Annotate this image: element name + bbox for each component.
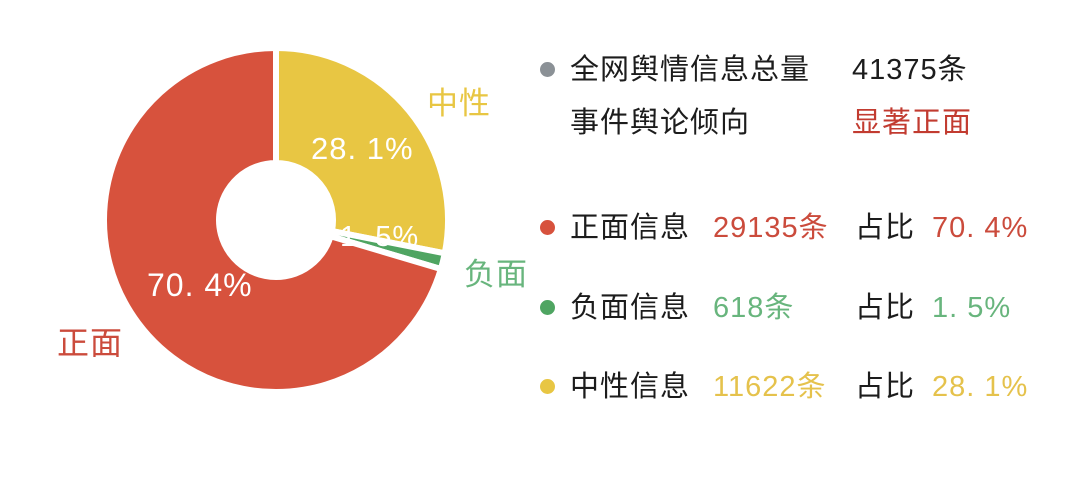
legend-dot-neutral	[540, 379, 555, 394]
stat-row-negative: 负面信息 618条 占比 1. 5%	[540, 290, 1080, 326]
stat-ratio-label-positive: 占比	[855, 212, 916, 244]
slice-label-negative: 负面	[464, 257, 528, 292]
stat-ratio-label-neutral: 占比	[855, 371, 916, 403]
total-value: 41375条	[852, 54, 968, 86]
stat-count-positive: 29135条	[713, 212, 829, 244]
stat-count-negative: 618条	[713, 292, 795, 324]
slice-label-neutral: 中性	[427, 86, 491, 121]
legend-dot-negative	[540, 300, 555, 315]
stat-label-positive: 正面信息	[570, 212, 691, 244]
slice-pct-negative: 1. 5%	[340, 221, 420, 253]
slice-label-positive: 正面	[57, 325, 124, 361]
tendency-value: 显著正面	[852, 107, 973, 139]
legend-dot-gray	[540, 62, 555, 77]
stat-row-neutral: 中性信息 11622条 占比 28. 1%	[540, 369, 1080, 405]
donut-chart	[101, 45, 451, 395]
stat-percent-negative: 1. 5%	[932, 292, 1012, 324]
pie-slice-positive	[101, 45, 444, 395]
slice-pct-neutral: 28. 1%	[311, 131, 414, 166]
stat-percent-neutral: 28. 1%	[932, 371, 1029, 403]
panel-row-tendency: 事件舆论倾向 显著正面	[540, 105, 1080, 141]
stat-row-positive: 正面信息 29135条 占比 70. 4%	[540, 210, 1080, 246]
slice-pct-positive: 70. 4%	[147, 267, 253, 303]
tendency-label: 事件舆论倾向	[570, 107, 751, 139]
stat-percent-positive: 70. 4%	[932, 212, 1029, 244]
stat-label-negative: 负面信息	[570, 292, 691, 324]
stat-ratio-label-negative: 占比	[855, 292, 916, 324]
panel-row-total: 全网舆情信息总量 41375条	[540, 52, 1080, 88]
stat-label-neutral: 中性信息	[570, 371, 691, 403]
stat-count-neutral: 11622条	[713, 371, 827, 403]
legend-dot-positive	[540, 220, 555, 235]
pie-slice-neutral	[273, 45, 451, 257]
total-label: 全网舆情信息总量	[570, 54, 811, 86]
